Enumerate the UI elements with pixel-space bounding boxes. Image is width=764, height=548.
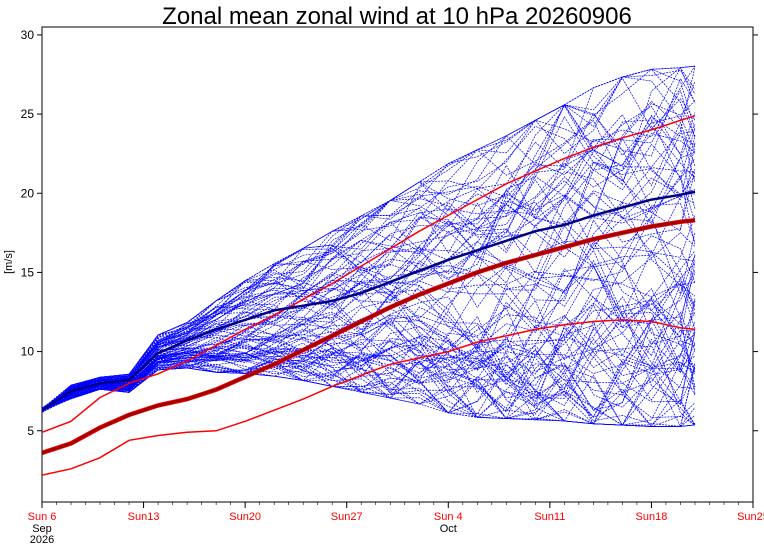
ensemble-member-line xyxy=(42,116,696,410)
x-tick-label: Sun13 xyxy=(128,511,160,523)
ensemble-member-line xyxy=(42,76,696,413)
ensemble-member-line xyxy=(42,65,696,410)
x-tick-label: Sun 4 xyxy=(434,511,463,523)
ensemble-member-line xyxy=(42,254,696,411)
ensemble-member-line xyxy=(42,104,696,410)
ensemble-member-line xyxy=(42,299,696,426)
x-tick-label: Sun27 xyxy=(331,511,363,523)
y-tick-label: 20 xyxy=(21,186,35,200)
ensemble-member-line xyxy=(42,324,696,409)
y-tick-label: 10 xyxy=(21,345,35,359)
main-series xyxy=(42,114,696,476)
ensemble-member-line xyxy=(42,65,696,412)
x-tick-label: Sun11 xyxy=(534,511,565,523)
ensemble-member-line xyxy=(42,67,696,411)
ensemble-member-line xyxy=(42,68,696,413)
x-tick-label: Sun20 xyxy=(229,511,261,523)
ensemble-member-line xyxy=(42,167,696,410)
ensemble-member-line xyxy=(42,105,696,410)
y-tick-label: 30 xyxy=(21,28,35,42)
x-tick-sublabel: Sep xyxy=(32,523,52,535)
y-tick-label: 5 xyxy=(27,424,34,438)
ensemble-member-line xyxy=(42,152,696,413)
ensemble-member-line xyxy=(42,296,696,413)
x-tick-label: Sun 6 xyxy=(28,511,57,523)
ensemble-member-line xyxy=(42,258,696,411)
ensemble-member-line xyxy=(42,354,696,427)
x-tick-label: Sun18 xyxy=(636,511,668,523)
ensemble-member-line xyxy=(42,324,696,425)
ensemble-member-line xyxy=(42,241,696,411)
ensemble-member-line xyxy=(42,120,696,409)
ensemble-member-line xyxy=(42,261,696,410)
climatology-mean-line xyxy=(42,218,696,455)
y-axis: 5 10 15 20 25 30 xyxy=(21,28,758,438)
ensemble-member-line xyxy=(42,298,696,412)
ensemble-member-line xyxy=(42,100,696,411)
x-tick-sublabel: 2026 xyxy=(30,534,54,546)
ensemble-member-line xyxy=(42,130,696,413)
plot-frame xyxy=(41,26,754,503)
ensemble-mean-line xyxy=(42,190,696,412)
y-tick-label: 25 xyxy=(21,107,35,121)
ensemble-member-line xyxy=(42,335,696,418)
climatology-min-line xyxy=(42,319,696,476)
ensemble-member-line xyxy=(42,133,696,411)
y-tick-label: 15 xyxy=(21,265,35,279)
y-axis-label: [m/s] xyxy=(3,250,15,274)
ensemble-member-line xyxy=(42,232,696,413)
ensemble-member-line xyxy=(42,249,696,412)
ensemble-member-line xyxy=(42,235,696,412)
climatology-mean-outline xyxy=(42,217,696,456)
ensemble-member-line xyxy=(42,121,696,412)
ensemble-member-line xyxy=(42,100,696,412)
ensemble-member-line xyxy=(42,194,696,410)
ensemble-member-line xyxy=(42,329,696,425)
ensemble-member-line xyxy=(42,329,696,426)
ensemble-member-line xyxy=(42,105,696,409)
ensemble-member-line xyxy=(42,312,696,418)
ensemble-member-line xyxy=(42,142,696,412)
ensemble-member-line xyxy=(42,269,696,412)
ensemble-member-line xyxy=(42,115,696,412)
ensemble-member-line xyxy=(42,68,696,409)
ensemble-member-line xyxy=(42,89,696,412)
ensemble-member-line xyxy=(42,65,696,409)
ensemble-member-line xyxy=(42,364,696,427)
ensemble-member-line xyxy=(42,271,696,412)
ensemble-member-line xyxy=(42,338,696,418)
ensemble-member-line xyxy=(42,340,696,425)
chart-title: Zonal mean zonal wind at 10 hPa 20260906 xyxy=(162,3,632,30)
ensemble-member-line xyxy=(42,314,696,420)
x-tick-label: Sun25 xyxy=(737,511,764,523)
ensemble-member-line xyxy=(42,288,696,411)
ensemble-member-line xyxy=(42,169,696,411)
ensemble-member-line xyxy=(42,216,696,413)
x-tick-sublabel: Oct xyxy=(440,523,457,535)
ensemble-members xyxy=(42,65,696,428)
ensemble-member-line xyxy=(42,351,696,426)
climatology-max-line xyxy=(42,114,696,434)
ensemble-member-line xyxy=(42,339,696,427)
ensemble-member-line xyxy=(42,296,696,413)
